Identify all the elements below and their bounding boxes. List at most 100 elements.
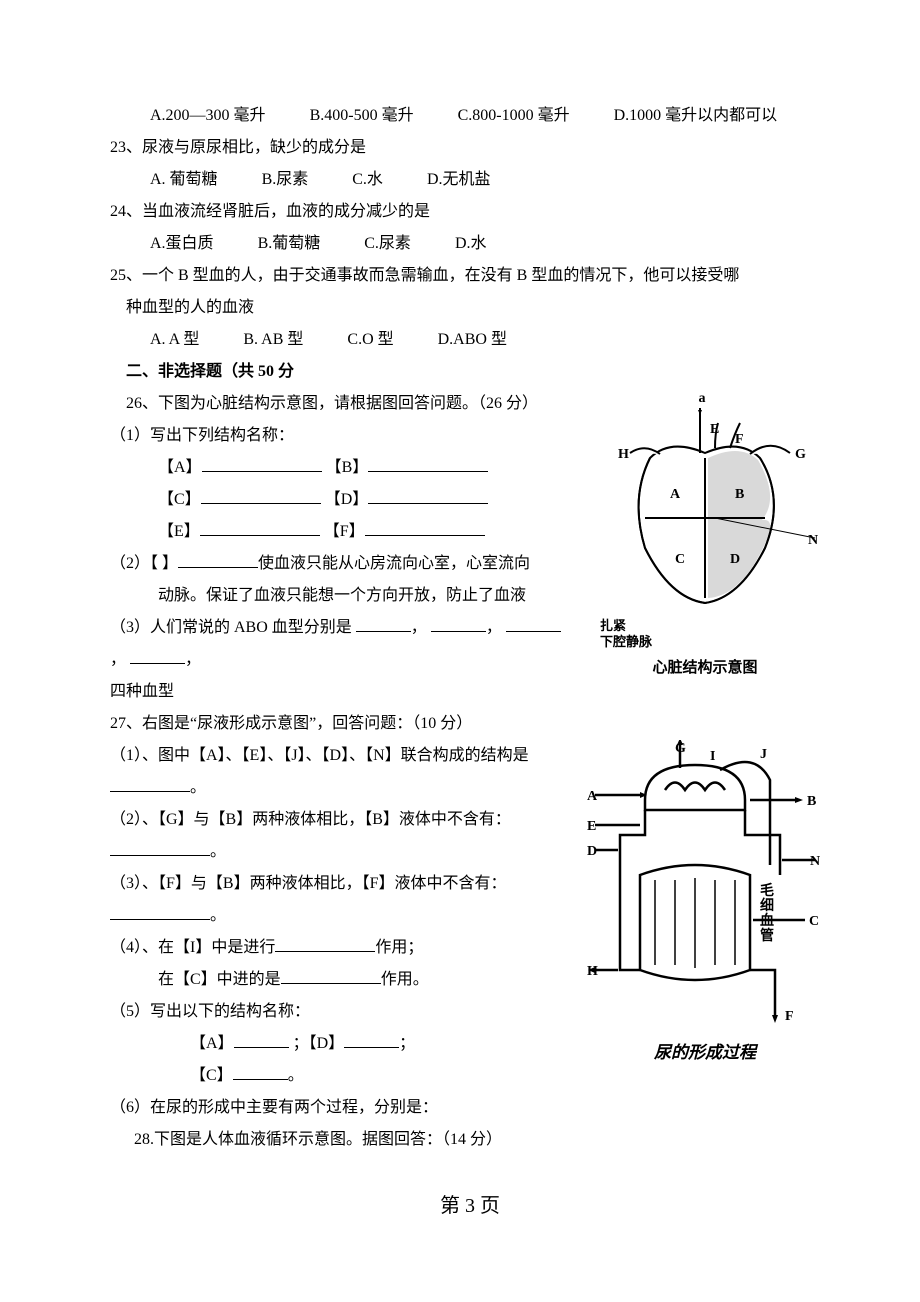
kidney-label-F: F [785, 1009, 794, 1024]
kidney-label-I: I [710, 749, 715, 764]
blank-input[interactable] [200, 519, 320, 536]
blank-input[interactable] [275, 935, 375, 952]
heart-label-B: B [735, 487, 744, 502]
blank-input[interactable] [130, 647, 185, 664]
kidney-figure: G I J A B E D N C H F 毛细血管 尿的形成过程 [585, 740, 825, 1070]
kidney-caption: 尿的形成过程 [585, 1036, 825, 1070]
kidney-label-N: N [810, 854, 820, 869]
q26-four: 四种血型 [110, 676, 570, 708]
q23-opt-a: A. 葡萄糖 [150, 171, 218, 188]
kidney-label-D: D [587, 844, 597, 859]
heart-label-H: H [618, 447, 629, 462]
q25-options: A. A 型 B. AB 型 C.O 型 D.ABO 型 [110, 324, 830, 356]
q27-p5-ad: 【A】 ；【D】 ； [110, 1028, 570, 1060]
q27-p1-blank: 。 [110, 772, 570, 804]
blank-input[interactable] [110, 839, 210, 856]
heart-label-C: C [675, 552, 685, 567]
q24-stem: 24、当血液流经肾脏后，血液的成分减少的是 [110, 196, 830, 228]
blank-input[interactable] [233, 1063, 288, 1080]
heart-label-D: D [730, 552, 740, 567]
q26-label-a: 【A】 [158, 459, 202, 476]
heart-label-G: G [795, 447, 806, 462]
q24-opt-d: D.水 [455, 235, 487, 252]
q27-p4-line1: （4）、在【I】中是进行 作用； [110, 932, 570, 964]
semicolon: ； [399, 1035, 415, 1052]
q22-opt-b: B.400-500 毫升 [310, 107, 414, 124]
q25-opt-d: D.ABO 型 [438, 331, 507, 348]
page-footer: 第 3 页 [110, 1186, 830, 1226]
q27-p5c-label: 【C】 [190, 1067, 233, 1084]
q26-p2a: （2）【 】 [110, 555, 178, 572]
blank-input[interactable] [281, 967, 381, 984]
q23-opt-b: B.尿素 [262, 171, 309, 188]
q27-p5d-label: ；【D】 [293, 1035, 345, 1052]
q26-label-b: 【B】 [326, 459, 369, 476]
blank-input[interactable] [356, 615, 411, 632]
q26-label-f: 【F】 [324, 523, 365, 540]
q23-opt-d: D.无机盐 [427, 171, 491, 188]
heart-label-A: A [670, 487, 681, 502]
period: 。 [190, 779, 206, 796]
blank-input[interactable] [368, 455, 488, 472]
heart-label-F: F [735, 432, 744, 447]
blank-input[interactable] [368, 487, 488, 504]
q23-opt-c: C.水 [352, 171, 383, 188]
section2-header: 二、非选择题（共 50 分 [110, 356, 830, 388]
heart-label-N: N [808, 533, 818, 548]
q26-p3: （3）人们常说的 ABO 血型分别是 ， ， ， ， [110, 612, 570, 676]
q22-opt-a: A.200—300 毫升 [150, 107, 266, 124]
q27-p4b: 作用； [375, 939, 423, 956]
q25-opt-b: B. AB 型 [243, 331, 303, 348]
q25-stem1: 25、一个 B 型血的人，由于交通事故而急需输血，在没有 B 型血的情况下，他可… [110, 260, 830, 292]
blank-input[interactable] [344, 1031, 399, 1048]
period: 。 [210, 907, 226, 924]
q28-stem: 28.下图是人体血液循环示意图。据图回答：（14 分） [110, 1124, 570, 1156]
blank-input[interactable] [178, 551, 258, 568]
q27-stem: 27、右图是“尿液形成示意图”，回答问题：（10 分） [110, 708, 830, 740]
kidney-label-J: J [760, 747, 767, 762]
blank-input[interactable] [201, 487, 321, 504]
q26-p2-line2: 动脉。保证了血液只能想一个方向开放，防止了血液 [110, 580, 570, 612]
q25-opt-a: A. A 型 [150, 331, 199, 348]
q27-p2: （2）、【G】与【B】两种液体相比，【B】液体中不含有： 。 [110, 804, 570, 868]
q22-options: A.200—300 毫升 B.400-500 毫升 C.800-1000 毫升 … [110, 100, 830, 132]
q25-stem2: 种血型的人的血液 [110, 292, 830, 324]
q26-p2b: 使血液只能从心房流向心室，心室流向 [258, 555, 530, 572]
q26-cd: 【C】 【D】 [110, 484, 570, 516]
q22-opt-d: D.1000 毫升以内都可以 [614, 107, 778, 124]
q27-p1: （1）、图中【A】、【E】、【J】、【D】、【N】联合构成的结构是 [110, 740, 570, 772]
kidney-label-G: G [675, 741, 686, 756]
q23-options: A. 葡萄糖 B.尿素 C.水 D.无机盐 [110, 164, 830, 196]
blank-input[interactable] [234, 1031, 289, 1048]
q27-p4a: （4）、在【I】中是进行 [110, 939, 275, 956]
q27-p3: （3）、【F】与【B】两种液体相比，【F】液体中不含有：。 [110, 868, 570, 932]
blank-input[interactable] [431, 615, 486, 632]
q26-ab: 【A】 【B】 [110, 452, 570, 484]
q27-p4d: 作用。 [381, 971, 429, 988]
kidney-label-C: C [809, 914, 819, 929]
q26-label-d: 【D】 [325, 491, 369, 508]
period: 。 [288, 1067, 304, 1084]
kidney-label-A: A [587, 789, 598, 804]
q24-opt-c: C.尿素 [364, 235, 411, 252]
q27-p4-line2: 在【C】中进的是 作用。 [110, 964, 570, 996]
q26-label-e: 【E】 [158, 523, 200, 540]
blank-input[interactable] [365, 519, 485, 536]
q27-p6: （6）在尿的形成中主要有两个过程，分别是： [110, 1092, 570, 1124]
q26-label-c: 【C】 [158, 491, 201, 508]
q27-p5a-label: 【A】 [190, 1035, 234, 1052]
q26-p1: （1）写出下列结构名称： [110, 420, 570, 452]
q27-p4c: 在【C】中进的是 [158, 971, 281, 988]
blank-input[interactable] [110, 775, 190, 792]
blank-input[interactable] [202, 455, 322, 472]
q27-p2a: （2）、【G】与【B】两种液体相比，【B】液体中不含有： [110, 811, 511, 828]
blank-input[interactable] [110, 903, 210, 920]
heart-side-label: 扎紧下腔静脉 [600, 618, 820, 649]
period: 。 [210, 843, 226, 860]
q26-stem: 26、下图为心脏结构示意图，请根据图回答问题。（26 分） [110, 388, 570, 420]
blank-input[interactable] [506, 615, 561, 632]
q24-opt-b: B.葡萄糖 [258, 235, 321, 252]
heart-label-a: a [699, 391, 706, 406]
q23-stem: 23、尿液与原尿相比，缺少的成分是 [110, 132, 830, 164]
q26-p3-label: （3）人们常说的 ABO 血型分别是 [110, 619, 352, 636]
